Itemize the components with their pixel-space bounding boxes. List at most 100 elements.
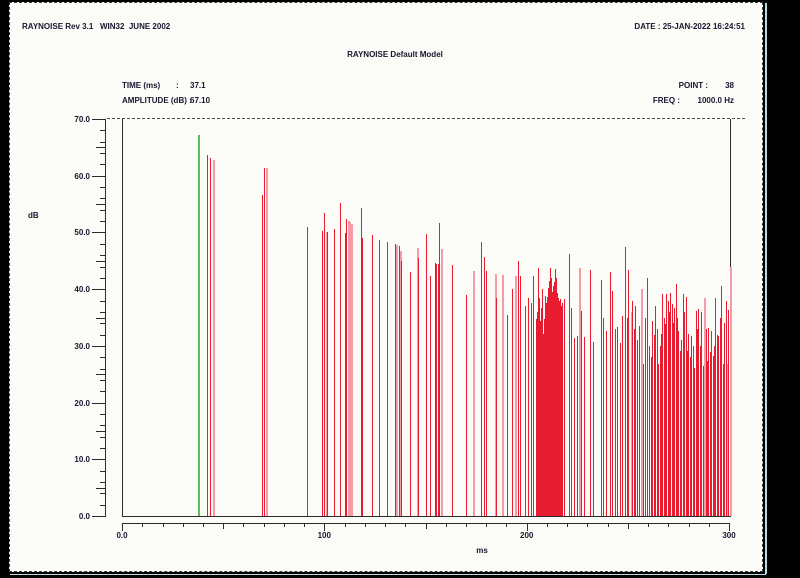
impulse-spike — [209, 158, 211, 516]
impulse-spike — [655, 306, 657, 516]
impulse-spike — [584, 336, 586, 516]
impulse-spike — [686, 351, 688, 516]
app-version-label: RAYNOISE Rev 3.1 WIN32 JUNE 2002 — [22, 22, 171, 31]
impulse-spike — [716, 334, 718, 516]
impulse-spike — [577, 336, 578, 516]
impulse-spike — [679, 351, 681, 516]
impulse-spike — [706, 361, 708, 516]
impulse-spike — [581, 310, 583, 516]
impulse-spike — [473, 271, 476, 516]
impulse-spike — [436, 263, 438, 516]
x-tick — [263, 523, 265, 527]
impulse-spike — [697, 328, 698, 516]
impulse-spike — [555, 268, 557, 516]
impulse-spike — [501, 275, 504, 516]
impulse-spike — [619, 343, 621, 516]
impulse-spike — [350, 223, 353, 516]
y-tick — [100, 221, 105, 223]
impulse-spike — [725, 301, 727, 516]
impulse-spike — [519, 276, 521, 516]
y-tick — [92, 402, 105, 404]
impulse-spike — [719, 317, 721, 516]
y-tick — [92, 232, 105, 234]
impulse-spike — [507, 315, 509, 516]
impulse-spike — [637, 340, 639, 516]
y-tick — [100, 436, 105, 438]
impulse-spike — [548, 288, 550, 516]
x-tick — [445, 523, 447, 527]
x-tick-label: 100 — [317, 531, 331, 540]
impulse-spike — [466, 294, 468, 516]
impulse-spike — [568, 254, 570, 516]
impulse-spike — [557, 293, 559, 516]
x-tick — [344, 523, 346, 527]
impulse-spike — [418, 257, 420, 516]
y-tick — [100, 357, 105, 359]
impulse-spike — [323, 212, 325, 516]
impulse-spike — [437, 264, 439, 516]
point-label: POINT : — [678, 81, 708, 90]
x-tick-label: 300 — [722, 531, 736, 540]
y-tick — [100, 153, 105, 154]
y-axis-line — [105, 119, 106, 517]
x-tick — [567, 523, 569, 527]
impulse-spike — [684, 311, 686, 516]
impulse-spike — [264, 168, 265, 516]
impulse-spike — [628, 269, 630, 516]
y-tick — [100, 391, 105, 393]
impulse-spike — [626, 317, 628, 516]
impulse-spike — [691, 336, 693, 516]
impulse-spike — [663, 317, 665, 516]
impulse-spike — [702, 365, 704, 516]
impulse-spike — [550, 268, 552, 516]
amplitude-label: AMPLITUDE (dB) : — [122, 96, 192, 105]
impulse-spike — [265, 168, 268, 516]
impulse-spike — [409, 272, 411, 516]
y-tick — [96, 317, 105, 319]
y-tick — [100, 368, 105, 370]
y-tick — [100, 413, 105, 415]
x-tick — [202, 523, 204, 527]
x-tick — [223, 523, 225, 529]
impulse-spike — [666, 293, 668, 516]
impulse-spike — [559, 300, 561, 516]
impulse-spike — [712, 356, 714, 516]
time-cursor-line[interactable] — [198, 135, 201, 516]
impulse-spike — [494, 273, 497, 516]
y-tick-label: 0.0 — [78, 512, 90, 521]
impulse-spike — [429, 276, 431, 516]
impulse-spike — [632, 301, 634, 516]
impulse-spike — [549, 280, 551, 516]
impulse-spike — [481, 242, 483, 516]
impulse-spike — [689, 357, 691, 516]
impulse-spike — [527, 298, 529, 516]
impulse-spike — [681, 340, 683, 516]
impulse-spike — [603, 318, 605, 516]
impulse-spike — [535, 319, 537, 516]
y-tick — [100, 164, 105, 166]
y-tick-label: 70.0 — [74, 115, 90, 124]
impulse-spike — [547, 297, 549, 516]
impulse-spike — [398, 246, 400, 516]
plot-area[interactable] — [122, 119, 732, 517]
impulse-spike — [339, 202, 341, 516]
impulse-spike — [541, 307, 542, 516]
impulse-spike — [724, 323, 726, 516]
y-axis-label: dB — [28, 211, 39, 220]
impulse-spike — [649, 345, 651, 516]
impulse-spike — [558, 298, 560, 516]
x-tick — [304, 523, 306, 527]
impulse-spike — [539, 297, 540, 516]
impulse-spike — [394, 243, 396, 516]
y-tick — [100, 379, 105, 381]
impulse-spike — [360, 208, 362, 516]
impulse-spike — [688, 333, 690, 516]
impulse-spike — [630, 311, 633, 516]
y-tick — [100, 243, 105, 245]
y-tick — [100, 255, 105, 257]
impulse-spike — [671, 303, 673, 516]
impulse-spike — [206, 154, 208, 516]
y-tick — [100, 300, 105, 302]
y-tick-label: 30.0 — [74, 341, 90, 351]
y-tick — [100, 187, 105, 189]
